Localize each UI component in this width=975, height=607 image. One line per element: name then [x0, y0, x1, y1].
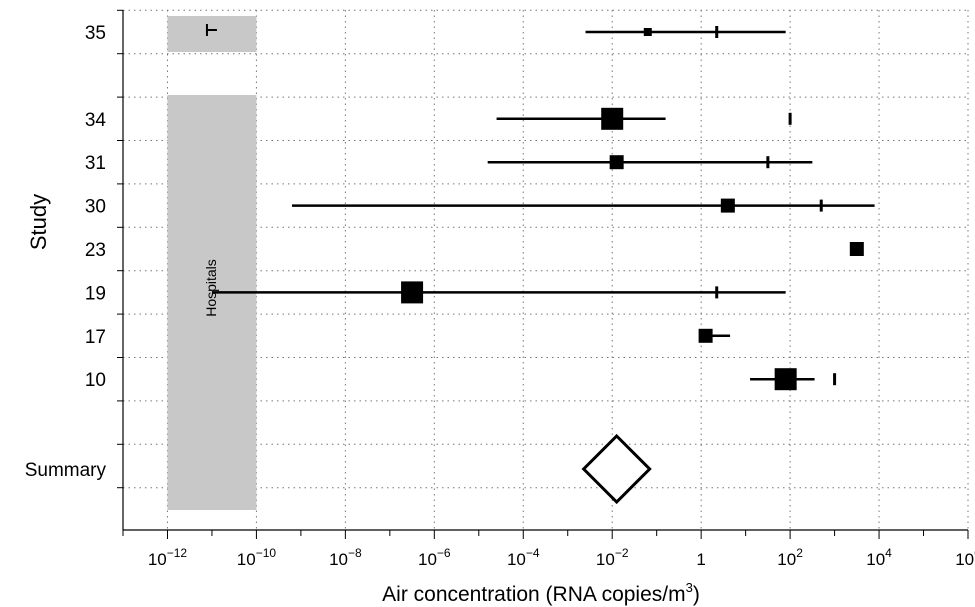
x-tick-label-exponent: −12 — [167, 546, 188, 560]
study-label: 23 — [85, 240, 106, 261]
x-axis-label-main: Air concentration (RNA copies/m — [382, 583, 685, 606]
x-tick-label-exponent: −6 — [437, 546, 451, 560]
point-estimate-marker — [601, 107, 624, 130]
point-estimate-marker — [698, 328, 713, 343]
category-band-top — [167, 16, 257, 52]
x-tick-label: 10−10 — [237, 546, 277, 569]
axes — [117, 9, 969, 539]
x-tick-label: 10−2 — [596, 546, 629, 569]
x-tick-label-base: 10 — [148, 550, 167, 569]
study-label: 19 — [85, 283, 106, 304]
x-tick-label-exponent: 2 — [796, 546, 803, 560]
x-tick-label-exponent: 4 — [885, 546, 892, 560]
x-tick-label-base: 10 — [507, 550, 526, 569]
x-tick-label-base: 10 — [418, 550, 437, 569]
data-marks — [211, 26, 875, 505]
study-label: 31 — [85, 153, 106, 174]
x-tick-label: 104 — [866, 546, 892, 569]
x-axis-label: Air concentration (RNA copies/m3) — [382, 580, 700, 606]
x-tick-label-base: 10 — [777, 550, 796, 569]
category-band-hospitals — [167, 95, 257, 510]
x-tick-label-exponent: −4 — [526, 546, 540, 560]
study-label: 10 — [85, 370, 106, 391]
summary-label: Summary — [25, 460, 107, 481]
point-estimate-marker — [643, 28, 652, 36]
x-tick-label-base: 10 — [329, 550, 348, 569]
category-bands — [167, 16, 257, 510]
point-estimate-marker — [849, 242, 864, 256]
x-tick-label: 102 — [777, 546, 803, 569]
x-tick-label: 10−4 — [507, 546, 540, 569]
point-estimate-marker — [401, 281, 424, 304]
x-axis-label-sup: 3 — [686, 580, 693, 595]
x-tick-label-base: 10 — [866, 550, 885, 569]
x-tick-label-base: 10 — [596, 550, 615, 569]
study-label: 17 — [85, 327, 106, 348]
point-estimate-marker — [609, 155, 624, 170]
x-tick-label: 1 — [696, 550, 705, 569]
x-tick-label-exponent: −10 — [256, 546, 277, 560]
grid — [123, 9, 969, 530]
summary-diamond — [581, 433, 652, 505]
x-tick-label: 10−12 — [148, 546, 188, 569]
study-label: 35 — [85, 23, 106, 44]
point-estimate-marker — [774, 368, 797, 391]
x-tick-label-exponent: −2 — [615, 546, 629, 560]
y-axis-label: Study — [26, 194, 51, 250]
x-tick-label-exponent: −8 — [348, 546, 362, 560]
x-tick-label: 10−6 — [418, 546, 451, 569]
x-tick-label-base: 10 — [955, 550, 974, 569]
category-label-hospitals: Hospitals — [203, 259, 219, 317]
point-estimate-marker — [720, 198, 735, 213]
x-tick-label-base: 1 — [696, 550, 705, 569]
study-label: 30 — [85, 197, 106, 218]
x-tick-label: 10−8 — [329, 546, 362, 569]
x-tick-label: 106 — [955, 546, 975, 569]
x-tick-label-base: 10 — [237, 550, 256, 569]
study-label: 34 — [85, 110, 107, 131]
x-axis-label-tail: ) — [693, 583, 700, 606]
